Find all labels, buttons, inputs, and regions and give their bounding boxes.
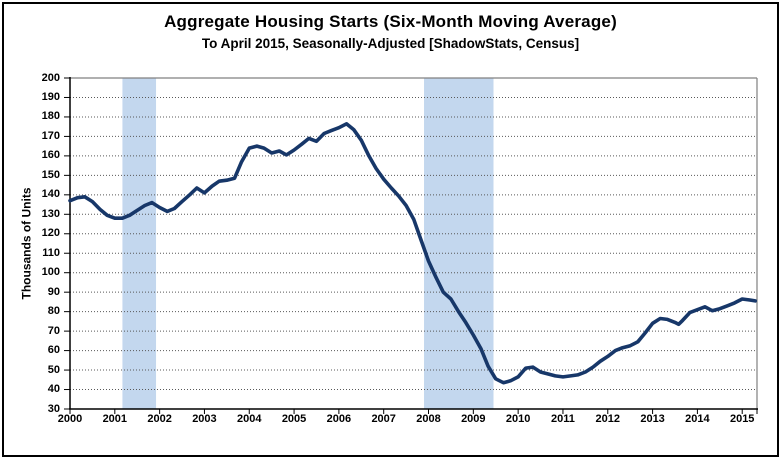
housing-starts-line <box>68 122 758 385</box>
y-tick-label: 50 <box>47 363 60 376</box>
y-tick-label: 70 <box>47 324 60 337</box>
y-tick-label: 150 <box>41 168 60 181</box>
y-tick-label: 120 <box>41 227 60 240</box>
x-tick-label: 2000 <box>57 413 83 425</box>
x-tick-label: 2013 <box>640 413 665 425</box>
y-tick-label: 180 <box>41 110 60 123</box>
x-tick-label: 2005 <box>281 413 307 425</box>
y-tick-label: 200 <box>41 71 60 84</box>
x-tick-label: 2009 <box>461 413 486 425</box>
x-tick-label: 2001 <box>102 413 128 425</box>
y-tick-label: 100 <box>41 266 60 279</box>
x-tick-label: 2010 <box>505 413 531 425</box>
x-tick-label: 2011 <box>551 413 575 425</box>
chart-title: Aggregate Housing Starts (Six-Month Movi… <box>164 12 617 31</box>
x-tick-label: 2007 <box>371 413 396 425</box>
y-tick-label: 140 <box>41 188 60 201</box>
x-tick-label: 2012 <box>595 413 620 425</box>
x-tick-label: 2002 <box>147 413 172 425</box>
x-tick-label: 2004 <box>237 413 262 425</box>
y-tick-label: 190 <box>41 90 60 103</box>
recession-band <box>122 78 157 409</box>
y-tick-label: 160 <box>41 149 60 162</box>
x-tick-label: 2008 <box>416 413 441 425</box>
recession-band <box>424 78 494 409</box>
y-tick-label: 90 <box>47 285 60 298</box>
y-tick-label: 30 <box>47 402 60 415</box>
x-tick-label: 2006 <box>326 413 352 425</box>
y-tick-label: 40 <box>47 383 60 396</box>
chart-subtitle: To April 2015, Seasonally-Adjusted [Shad… <box>201 36 580 51</box>
x-tick-label: 2014 <box>685 413 710 425</box>
y-tick-label: 110 <box>42 246 60 259</box>
y-tick-label: 170 <box>41 129 60 142</box>
x-tick-label: 2015 <box>729 413 755 425</box>
y-tick-label: 130 <box>41 207 60 220</box>
y-tick-label: 80 <box>47 305 60 318</box>
y-tick-label: 60 <box>47 344 60 357</box>
x-tick-label: 2003 <box>192 413 217 425</box>
